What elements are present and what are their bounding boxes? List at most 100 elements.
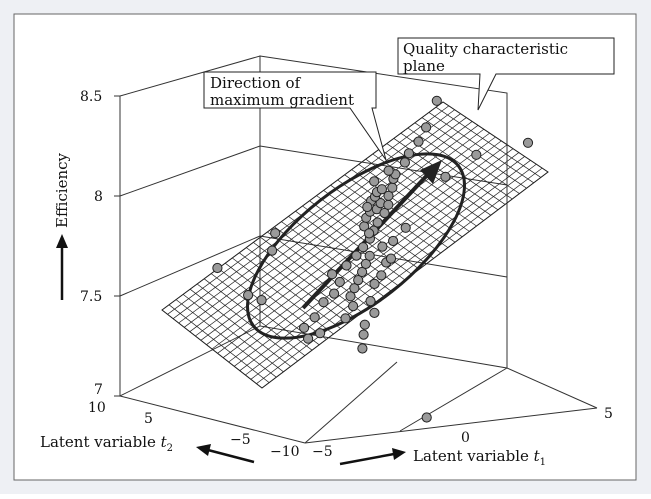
z-tick-85: 8.5 — [80, 89, 102, 105]
t2-axis-label-prefix: Latent variable — [40, 433, 161, 451]
floor-right-edge — [304, 407, 598, 444]
z-grid-left-75 — [119, 235, 261, 297]
t1-axis-label-var: t — [534, 447, 541, 465]
z-axis-arrow-head — [56, 234, 68, 248]
t2-tick-5: 5 — [144, 411, 153, 427]
data-point-50 — [403, 148, 414, 159]
plane-mesh-line-v38 — [428, 112, 534, 184]
data-point-19 — [360, 258, 371, 269]
data-point-2 — [256, 295, 267, 306]
data-point-57 — [421, 412, 432, 423]
data-point-13 — [348, 301, 359, 312]
z-axis-label: Efficiency — [53, 152, 71, 228]
data-point-46 — [369, 307, 380, 318]
gradient-callout: Direction of maximum gradient — [203, 71, 387, 161]
plane-mesh-line-v20 — [302, 205, 406, 281]
axes-box — [119, 55, 598, 444]
t2-axis-arrow-head — [196, 444, 211, 456]
data-cluster-ellipse — [246, 152, 466, 340]
t2-axis-label-group: Latent variable t2 — [40, 433, 255, 464]
data-point-60 — [400, 222, 411, 233]
data-point-6 — [357, 343, 368, 354]
plane-outline — [161, 101, 549, 389]
plane-mesh-line-v29 — [365, 158, 470, 232]
data-point-53 — [431, 95, 442, 106]
floor-grid-2 — [399, 367, 508, 432]
plane-callout: Quality characteristic plane — [397, 37, 615, 111]
data-point-56 — [522, 137, 534, 148]
data-point-32 — [383, 199, 394, 210]
plane-mesh-line-v36 — [414, 122, 520, 194]
data-point-1 — [243, 290, 254, 301]
data-point-14 — [341, 260, 352, 271]
t2-axis-label: Latent variable t2 — [40, 433, 173, 454]
plane-mesh-line-v21 — [309, 200, 413, 275]
t2-axis-label-var: t — [161, 433, 168, 451]
plane-mesh-line-v14 — [260, 236, 363, 313]
floor-left-edge — [119, 395, 306, 444]
data-point-21 — [351, 250, 362, 261]
z-grid-right-75 — [259, 235, 508, 278]
plane-mesh-line-v28 — [358, 164, 463, 238]
data-point-8 — [318, 297, 329, 308]
data-point-59 — [299, 322, 310, 333]
plane-mesh-line-v9 — [225, 262, 327, 340]
z-tick-75: 7.5 — [80, 289, 102, 305]
data-point-11 — [327, 269, 338, 280]
data-point-15 — [345, 291, 356, 302]
z-tick-7: 7 — [94, 382, 103, 398]
data-point-9 — [329, 288, 340, 299]
t1-tick-5: 5 — [604, 406, 613, 422]
data-point-42 — [369, 278, 380, 289]
plane-mesh-line-v17 — [281, 221, 384, 297]
t2-tick-10: 10 — [88, 400, 106, 416]
t1-axis-arrow-head — [392, 448, 406, 460]
data-point-61 — [388, 235, 399, 247]
floor-grid-1 — [304, 361, 398, 444]
t1-axis-label-group: Latent variable t1 — [339, 447, 546, 468]
data-point-63 — [358, 329, 369, 340]
data-point-55 — [471, 149, 482, 160]
plane-mesh-line-v11 — [239, 252, 341, 329]
data-point-16 — [349, 283, 360, 294]
t2-axis-arrow-shaft — [207, 448, 255, 464]
plane-mesh-line-v27 — [351, 169, 456, 243]
data-point-22 — [358, 242, 369, 253]
data-point-0 — [212, 262, 223, 274]
data-point-5 — [315, 328, 326, 339]
plane-mesh-line-v4 — [189, 288, 291, 367]
plane-callout-line2: plane — [403, 57, 445, 75]
plane-callout-line1: Quality characteristic — [403, 40, 568, 58]
data-point-40 — [376, 184, 387, 195]
data-point-35 — [362, 201, 373, 213]
z-tick-8: 8 — [94, 189, 103, 205]
data-point-58 — [303, 333, 314, 344]
t2-tick-m5: −5 — [230, 432, 251, 448]
axis-ticks — [114, 95, 120, 397]
plane-callout-box — [397, 37, 615, 111]
plane-mesh-line-v39 — [435, 106, 542, 178]
t1-tick-m5: −5 — [312, 444, 333, 460]
data-point-3 — [267, 245, 278, 256]
plane-mesh-line-v3 — [182, 294, 284, 373]
data-point-12 — [340, 313, 351, 324]
t1-axis-label-sub: 1 — [540, 457, 546, 468]
data-point-20 — [364, 250, 375, 261]
data-point-45 — [359, 319, 370, 330]
data-point-4 — [270, 228, 281, 239]
data-point-66 — [369, 176, 380, 187]
data-point-52 — [421, 122, 432, 133]
plane-mesh-line-v35 — [407, 127, 513, 200]
data-point-44 — [365, 296, 376, 307]
data-point-49 — [399, 157, 410, 168]
t2-axis-label-sub: 2 — [167, 443, 173, 454]
z-grid-right-8 — [259, 145, 508, 186]
z-grid-left-8 — [119, 145, 261, 197]
z-axis-label-group: Efficiency — [53, 152, 71, 300]
data-point-31 — [379, 207, 390, 219]
data-point-37 — [383, 190, 394, 201]
data-point-54 — [440, 171, 451, 182]
plane-mesh-line-v5 — [196, 283, 298, 362]
gradient-callout-box — [203, 71, 387, 161]
